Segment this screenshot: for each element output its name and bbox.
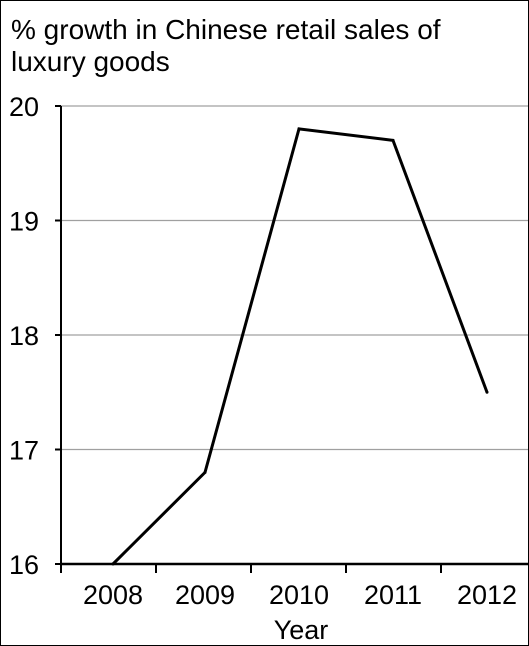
data-point <box>203 470 207 474</box>
x-tick-label: 2009 <box>175 580 235 610</box>
y-tick-label: 19 <box>9 207 39 237</box>
y-tick-label: 18 <box>9 321 39 351</box>
axes <box>55 105 528 573</box>
series-line <box>111 127 489 566</box>
data-point <box>297 127 301 131</box>
x-tick-label: 2011 <box>364 580 422 610</box>
x-tick-label: 2012 <box>457 580 517 610</box>
x-axis-label: Year <box>274 615 329 645</box>
data-point <box>485 390 489 394</box>
x-tick-label: 2008 <box>83 580 143 610</box>
y-tick-label: 20 <box>9 92 39 122</box>
data-point <box>391 138 395 142</box>
chart-title-line-2: luxury goods <box>11 46 170 77</box>
y-tick-label: 16 <box>9 550 39 580</box>
data-point <box>111 562 115 566</box>
x-tick-label: 2010 <box>269 580 329 610</box>
series <box>111 127 489 566</box>
gridlines <box>61 105 528 451</box>
chart-title-line-1: % growth in Chinese retail sales of <box>11 14 441 45</box>
y-tick-label: 17 <box>9 436 39 466</box>
x-tick-labels: 2008 2009 2010 2011 2012 <box>83 580 517 610</box>
y-tick-labels: 16 17 18 19 20 <box>9 92 39 580</box>
